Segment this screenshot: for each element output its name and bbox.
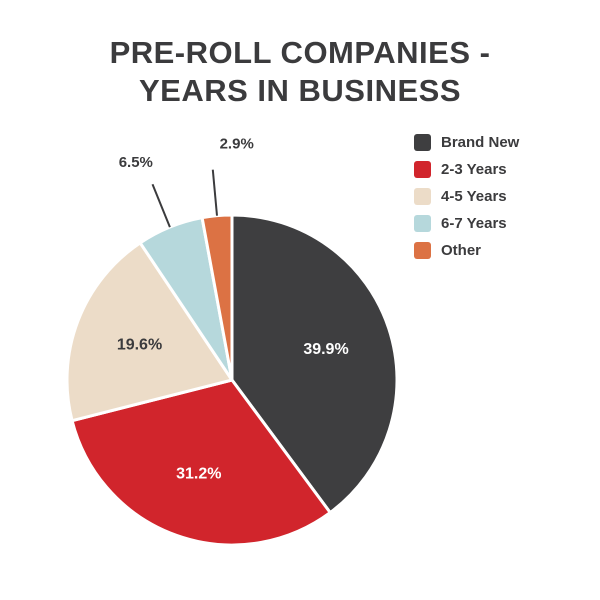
legend-swatch-brand-new [414,134,431,151]
pie-data-label: 31.2% [176,465,221,482]
legend-swatch-2-3-years [414,161,431,178]
legend-item-2-3-years: 2-3 Years [414,161,519,178]
legend-item-6-7-years: 6-7 Years [414,215,519,232]
legend-item-4-5-years: 4-5 Years [414,188,519,205]
legend-swatch-other [414,242,431,259]
chart-title-line2: YEARS IN BUSINESS [138,72,461,108]
legend-label-6-7-years: 6-7 Years [441,215,507,232]
chart-title: PRE-ROLL COMPANIES - YEARS IN BUSINESS [0,34,600,110]
legend-label-2-3-years: 2-3 Years [441,161,507,178]
legend-label-brand-new: Brand New [441,134,520,151]
legend-label-other: Other [441,242,482,259]
legend-swatch-6-7-years [414,215,431,232]
legend-item-brand-new: Brand New [414,134,519,151]
chart-title-line1: PRE-ROLL COMPANIES - [109,35,491,70]
pie-slice-4-5-years [65,241,234,423]
legend-item-other: Other [414,242,519,259]
pie-data-label: 19.6% [117,337,162,354]
pie-data-label: 39.9% [303,341,348,358]
legend: Brand New 2-3 Years 4-5 Years 6-7 Years … [414,134,519,259]
legend-label-4-5-years: 4-5 Years [441,188,507,205]
legend-swatch-4-5-years [414,188,431,205]
pie-data-label: 2.9% [220,136,254,153]
leader-line [211,169,218,216]
pie-data-label: 6.5% [119,154,153,171]
pie-slice-brand-new [230,213,399,515]
leader-line [151,183,171,228]
pie-slice-2-3-years [70,378,332,547]
